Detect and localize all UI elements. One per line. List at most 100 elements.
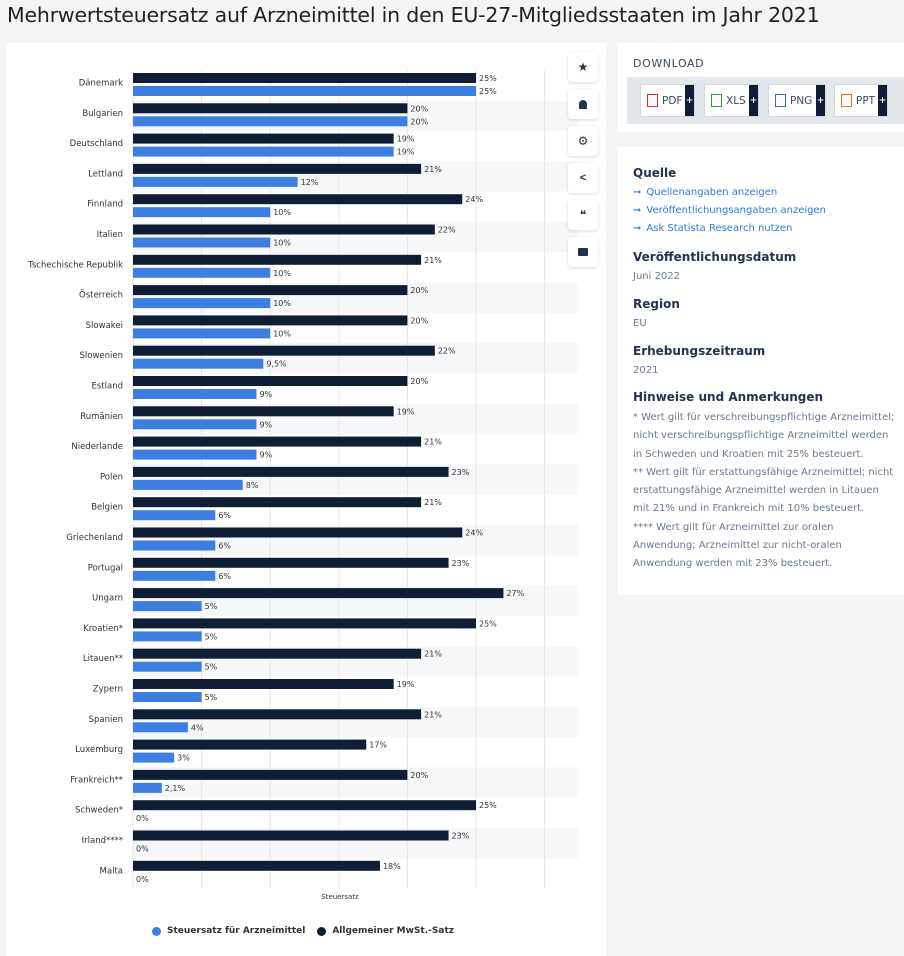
bar-general [133,73,476,83]
link-source-details[interactable]: ➞ Quellenangaben anzeigen [633,187,777,198]
data-label-general: 20% [410,286,428,295]
data-label-medicine: 2,1% [165,784,186,793]
data-label-medicine: 9% [259,390,272,399]
data-label-medicine: 6% [218,542,231,551]
data-label-general: 23% [452,832,470,841]
download-xls-label: XLS [726,94,746,107]
bar-general [133,315,408,326]
data-label-medicine: 8% [246,481,259,490]
category-label: Frankreich** [70,775,123,785]
bar-medicine [133,237,271,248]
region-value: EU [633,318,647,329]
bar-medicine [133,540,216,551]
bar-chart: Dänemark 25% 25% Bulgarien 20% 20% Deutschland… [27,70,578,901]
download-png-label: PNG [790,94,813,107]
data-label-general: 18% [383,862,401,871]
pdf-file-icon [647,94,658,107]
data-label-medicine: 0% [136,814,149,823]
bar-medicine [133,570,216,581]
category-label: Ungarn [92,594,123,604]
bar-medicine [133,86,476,96]
bar-general [133,588,504,599]
bar-medicine [133,267,271,278]
notes-text: * Wert gilt für verschreibungspflichtige… [633,409,898,574]
data-label-medicine: 6% [218,572,231,581]
legend-item-medicine[interactable]: Steuersatz für Arzneimittel [152,926,305,936]
print-icon [578,248,588,256]
bar-general [133,830,449,841]
link-source-details-label: Quellenangaben anzeigen [646,187,778,198]
category-label: Lettland [88,169,123,179]
bar-general [133,466,449,477]
data-label-general: 20% [410,377,428,386]
data-label-general: 19% [397,407,415,416]
bar-general [133,376,408,386]
cite-button[interactable]: ❝ [568,200,598,230]
link-publication-details[interactable]: ➞ Veröffentlichungsangaben anzeigen [633,205,826,216]
bar-general [133,800,476,811]
bar-general [133,194,463,205]
bar-general [133,739,367,750]
download-panel: DOWNLOAD PDF + XLS + PNG + PPT + [618,43,904,132]
category-label: Kroatien* [83,624,123,634]
download-ppt-button[interactable]: PPT + [834,84,888,117]
data-label-medicine: 10% [273,269,291,278]
category-label: Italien [97,230,123,240]
bar-general [133,436,422,447]
category-label: Slowenien [79,351,123,361]
category-label: Slowakei [86,321,123,331]
legend-dot-medicine [152,926,161,936]
download-bar: PDF + XLS + PNG + PPT + [627,77,904,124]
bar-general [133,103,408,114]
category-label: Estland [92,382,124,392]
source-title: Quelle [633,166,677,180]
chart-card: Dänemark 25% 25% Bulgarien 20% 20% Deutschland… [6,43,606,956]
page-title: Mehrwertsteuersatz auf Arzneimittel in d… [7,3,820,27]
notes-title: Hinweise und Anmerkungen [633,390,824,404]
legend-label-medicine: Steuersatz für Arzneimittel [167,926,306,936]
share-button[interactable]: < [568,163,598,193]
pubdate-value: Juni 2022 [633,271,681,282]
data-label-medicine: 9,5% [266,360,287,369]
bar-medicine [133,722,188,733]
category-label: Schweden* [75,806,123,816]
bar-general [133,860,380,871]
data-label-medicine: 4% [191,723,204,732]
star-button[interactable]: ★ [568,52,598,82]
plus-icon: + [749,85,758,116]
bar-medicine [133,782,162,793]
data-label-general: 19% [397,680,415,689]
bar-medicine [133,601,202,612]
category-label: Spanien [89,715,123,725]
bar-medicine [133,207,271,218]
download-png-button[interactable]: PNG + [768,84,826,117]
period-title: Erhebungszeitraum [633,344,766,358]
data-label-general: 21% [424,710,442,719]
settings-button[interactable]: ⚙ [568,126,598,156]
data-label-general: 21% [424,438,442,447]
bar-general [133,163,422,174]
bar-general [133,285,408,296]
data-label-general: 23% [452,468,470,477]
bar-medicine [133,419,257,430]
print-button[interactable] [568,237,598,267]
plus-icon: + [816,85,825,116]
arrow-right-icon: ➞ [633,205,642,216]
data-label-general: 23% [452,559,470,568]
legend-item-general[interactable]: Allgemeiner MwSt.-Satz [317,926,454,936]
data-label-general: 19% [397,135,415,144]
download-xls-button[interactable]: XLS + [704,84,759,117]
bar-general [133,769,408,780]
notification-button[interactable] [568,89,598,119]
link-ask-research[interactable]: ➞ Ask Statista Research nutzen [633,223,792,234]
period-value: 2021 [633,365,659,376]
bar-medicine [133,449,257,460]
category-label: Griechenland [66,533,123,543]
data-label-general: 24% [465,529,483,538]
bar-medicine [133,298,271,309]
category-label: Litauen** [83,654,123,664]
download-pdf-button[interactable]: PDF + [640,84,695,117]
download-ppt-label: PPT [856,94,876,107]
link-ask-research-label: Ask Statista Research nutzen [646,223,793,234]
bar-medicine [133,479,243,490]
